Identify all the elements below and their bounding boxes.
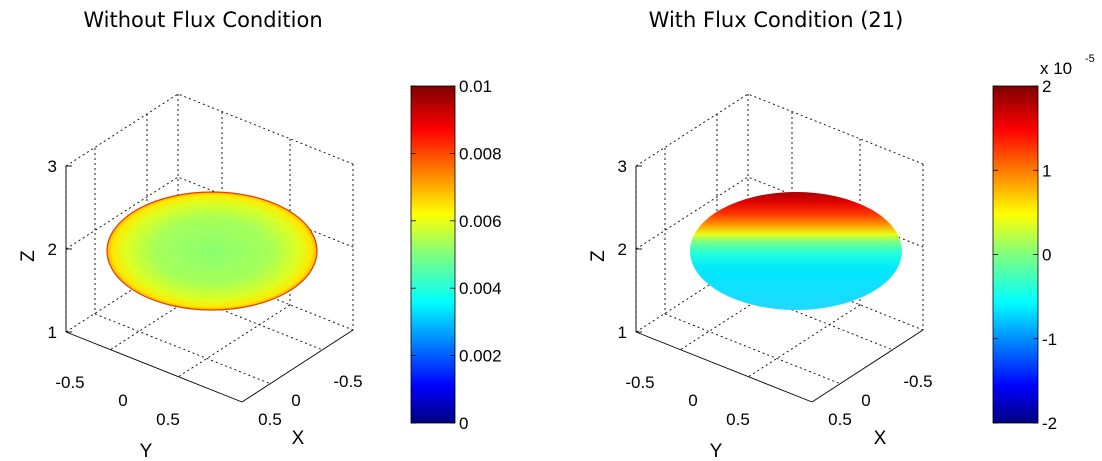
y-tick-label: 0: [118, 391, 127, 410]
z-tick-label: 3: [618, 157, 627, 176]
y-axis-line: [65, 331, 243, 403]
chart-left-colorbar-ticks: 0 0.002 0.004 0.006 0.008 0.01: [411, 77, 502, 433]
z-tick-label: 2: [48, 240, 57, 259]
colorbar-tick-label: 0.008: [459, 144, 502, 163]
colorbar-tick-label: 1: [1042, 161, 1051, 180]
z-tick-label: 2: [618, 240, 627, 259]
z-tick-label: 1: [48, 323, 57, 342]
grid-line: [679, 277, 793, 351]
y-tick-label: 0.5: [726, 410, 750, 429]
z-tick-label: 1: [618, 323, 627, 342]
chart-right-colorbar: [992, 85, 1039, 424]
chart-left: Without Flux Condition: [18, 8, 502, 461]
chart-right-colorbar-ticks: -2 -1 0 1 2: [993, 77, 1057, 433]
chart-right-axes: [635, 165, 924, 403]
z-axis-label: Z: [588, 250, 609, 262]
grid-line: [177, 304, 291, 378]
y-axis-label: Y: [140, 441, 153, 461]
y-tick-label: 0: [688, 391, 697, 410]
colorbar-tick-label: 0: [1042, 246, 1051, 265]
colorbar-tick-label: 2: [1042, 77, 1051, 96]
chart-left-ellipsoid-surface: [106, 191, 318, 311]
x-tick-label: -0.5: [333, 372, 362, 391]
x-tick-label: 0.5: [258, 410, 282, 429]
colorbar-tick-label: 0.002: [459, 347, 502, 366]
grid-line: [109, 277, 223, 351]
chart-right-ellipsoid-surface: [690, 192, 902, 310]
y-tick-label: 0.5: [156, 410, 180, 429]
grid-line: [94, 313, 272, 385]
chart-left-colorbar: [410, 85, 456, 424]
colorbar-tick-label: 0.01: [459, 77, 492, 96]
chart-left-title: Without Flux Condition: [83, 8, 322, 32]
grid-line: [747, 304, 861, 378]
x-axis-label: X: [874, 428, 887, 449]
y-axis-line: [635, 331, 813, 403]
x-tick-label: 0: [291, 391, 300, 410]
grid-line: [635, 93, 924, 167]
x-axis-line: [811, 329, 924, 403]
y-axis-label: Y: [710, 441, 723, 461]
y-tick-label: -0.5: [55, 373, 84, 392]
chart-right: With Flux Condition (21) 3: [588, 8, 1095, 461]
x-tick-label: 0.5: [828, 410, 852, 429]
colorbar-multiplier-exponent: -5: [1085, 53, 1095, 65]
colorbar-tick-label: -2: [1042, 414, 1057, 433]
colorbar-multiplier: x 10: [1040, 59, 1072, 78]
chart-right-title: With Flux Condition (21): [649, 8, 904, 32]
colorbar-tick-label: 0: [459, 414, 468, 433]
chart-left-axes: [65, 165, 354, 403]
z-tick-label: 3: [48, 157, 57, 176]
colorbar-tick-label: 0.004: [459, 279, 502, 298]
grid-line: [65, 93, 354, 167]
x-axis-label: X: [292, 428, 305, 449]
y-tick-label: -0.5: [625, 373, 654, 392]
z-axis-label: Z: [18, 250, 39, 262]
x-tick-label: 0: [861, 391, 870, 410]
colorbar-tick-label: -1: [1042, 330, 1057, 349]
x-axis-line: [241, 329, 354, 403]
colorbar-tick-label: 0.006: [459, 212, 502, 231]
x-tick-label: -0.5: [903, 372, 932, 391]
grid-line: [664, 313, 842, 385]
